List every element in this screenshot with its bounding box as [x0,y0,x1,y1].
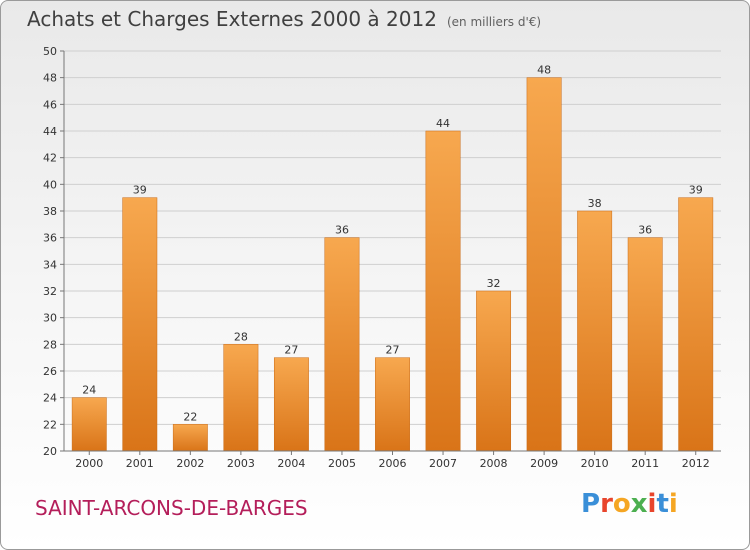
x-tick-label: 2007 [429,457,457,470]
data-label: 44 [436,117,450,130]
unit-note: (en milliers d'€) [446,15,542,29]
bar [526,77,562,452]
bar [172,424,208,452]
data-label: 24 [82,384,96,397]
y-tick-label: 46 [43,98,57,111]
data-label: 39 [133,184,147,197]
city-name: SAINT-ARCONS-DE-BARGES [35,496,308,520]
x-tick-label: 2003 [227,457,255,470]
bar [375,357,410,452]
y-tick-label: 24 [43,392,57,405]
y-tick-label: 36 [43,232,57,245]
y-tick-label: 32 [43,285,57,298]
bar [678,197,714,452]
bar [425,130,461,452]
y-tick-label: 20 [43,445,57,458]
x-tick-label: 2011 [631,457,659,470]
y-tick-label: 28 [43,338,57,351]
data-label: 22 [183,410,197,423]
bar [476,290,512,452]
data-label: 39 [689,184,703,197]
bar [577,210,613,452]
data-label: 27 [284,344,298,357]
y-tick-label: 22 [43,418,57,431]
y-tick-label: 34 [43,258,57,271]
bar [273,357,309,452]
data-label: 27 [386,344,400,357]
y-tick-label: 44 [43,125,57,138]
data-label: 36 [638,224,652,237]
data-label: 36 [335,224,349,237]
y-tick-label: 48 [43,72,57,85]
y-tick-label: 30 [43,312,57,325]
y-tick-label: 50 [43,45,57,58]
x-tick-label: 2005 [328,457,356,470]
data-label: 48 [537,64,551,77]
data-label: 32 [487,277,501,290]
x-tick-label: 2002 [176,457,204,470]
chart-title-text: Achats et Charges Externes 2000 à 2012 [27,7,437,31]
bars: 24 39 22 28 27 36 27 44 32 48 38 36 39 [71,64,714,452]
x-tick-label: 2009 [530,457,558,470]
x-axis: 2000 2001 2002 2003 2004 2005 2006 2007 2008 2009… [64,450,721,470]
x-tick-label: 2012 [682,457,710,470]
bar [122,197,158,452]
y-tick-label: 40 [43,178,57,191]
y-tick-label: 42 [43,152,57,165]
x-tick-label: 2000 [75,457,103,470]
x-tick-label: 2001 [126,457,154,470]
x-tick-label: 2010 [581,457,609,470]
bar [627,237,663,452]
x-tick-label: 2008 [480,457,508,470]
bar [324,237,360,452]
y-tick-label: 38 [43,205,57,218]
chart-title: Achats et Charges Externes 2000 à 2012 (e… [27,7,541,31]
bar [71,397,107,452]
y-tick-label: 26 [43,365,57,378]
proxiti-logo: Proxiti [581,489,678,519]
x-tick-label: 2006 [379,457,407,470]
x-tick-label: 2004 [277,457,305,470]
data-label: 38 [588,197,602,210]
bar [223,344,259,452]
data-label: 28 [234,330,248,343]
y-axis: 20 22 24 26 28 30 32 34 36 38 40 42 44 46 48 50 [43,45,65,458]
